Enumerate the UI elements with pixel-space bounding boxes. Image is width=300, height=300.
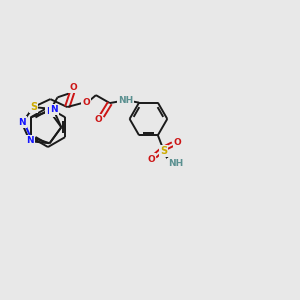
Text: S: S <box>30 102 37 112</box>
Text: O: O <box>69 83 77 92</box>
Text: N: N <box>26 136 34 145</box>
Text: NH: NH <box>118 96 133 105</box>
Text: N: N <box>50 105 58 114</box>
Text: NH: NH <box>168 160 183 169</box>
Text: S: S <box>160 146 167 156</box>
Text: N: N <box>46 107 53 116</box>
Text: O: O <box>174 138 182 147</box>
Text: O: O <box>94 116 102 124</box>
Text: N: N <box>18 118 26 127</box>
Text: O: O <box>82 98 90 106</box>
Text: O: O <box>147 154 155 164</box>
